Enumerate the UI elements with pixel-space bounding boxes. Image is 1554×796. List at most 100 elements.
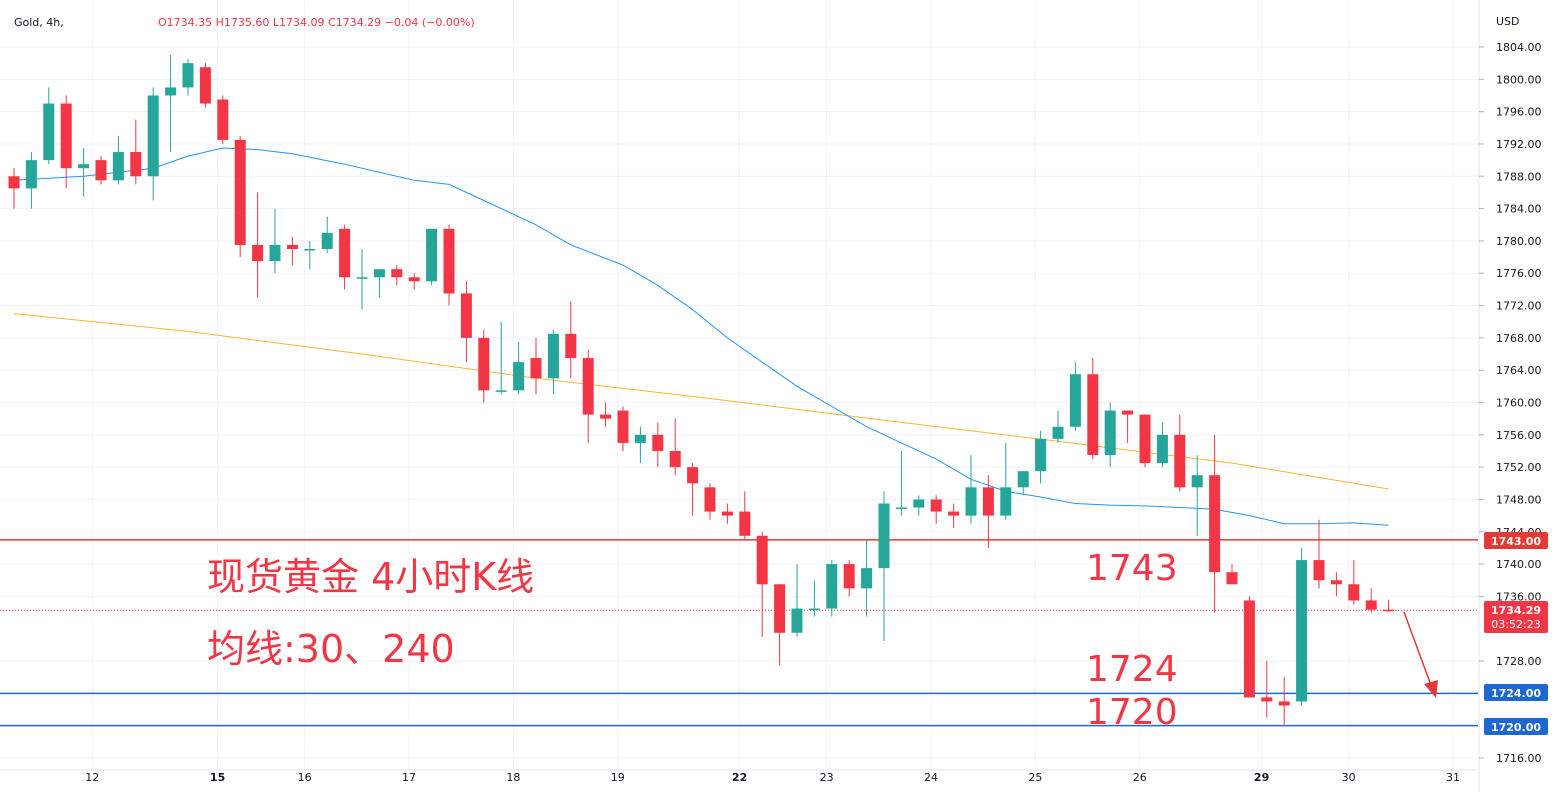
- candle: [112, 135, 124, 185]
- candle: [130, 119, 142, 185]
- candle: [252, 192, 264, 298]
- symbol-label: Gold, 4h,: [14, 16, 64, 29]
- candle-body: [1122, 410, 1134, 415]
- candle: [1087, 358, 1099, 460]
- candle-body: [408, 277, 420, 282]
- candle-body: [861, 568, 873, 589]
- candle: [530, 337, 542, 395]
- candle: [1000, 442, 1012, 520]
- candle-body: [495, 390, 507, 392]
- x-tick-label: 30: [1342, 771, 1356, 784]
- y-tick-label: 1788.00: [1496, 170, 1542, 183]
- candle: [565, 301, 577, 379]
- candle: [756, 531, 768, 637]
- candle-body: [913, 499, 925, 508]
- candle: [182, 59, 194, 96]
- candle-body: [1156, 434, 1168, 464]
- candle-countdown: 03:52:23: [1491, 618, 1540, 631]
- ohlc-readout: O1734.35 H1735.60 L1734.09 C1734.29 −0.0…: [158, 16, 475, 29]
- candle: [495, 321, 507, 395]
- candle-body: [1000, 487, 1012, 516]
- candle-body: [182, 63, 194, 88]
- candle: [826, 560, 838, 617]
- annotation-level-1743: 1743: [1086, 548, 1178, 589]
- candles: [8, 55, 1395, 726]
- candle: [321, 216, 333, 254]
- y-tick-label: 1776.00: [1496, 267, 1542, 280]
- ma240-line: [13, 313, 1389, 490]
- candle-body: [1348, 584, 1360, 601]
- candle-body: [269, 244, 281, 262]
- svg-text:1720.00: 1720.00: [1491, 721, 1541, 734]
- candle: [234, 135, 246, 258]
- candle-body: [321, 232, 333, 249]
- candle: [147, 87, 159, 201]
- x-tick-label: 31: [1446, 771, 1460, 784]
- candle: [948, 503, 960, 528]
- candle: [1017, 471, 1029, 496]
- candle: [1383, 599, 1395, 612]
- candle: [8, 168, 20, 209]
- candle-body: [1174, 434, 1186, 488]
- svg-text:1734.29: 1734.29: [1491, 604, 1541, 617]
- candle: [704, 483, 716, 520]
- candle: [982, 475, 994, 548]
- candle-body: [1278, 701, 1290, 706]
- candle: [600, 402, 612, 427]
- candle: [1243, 596, 1255, 698]
- currency-label: USD: [1496, 15, 1520, 28]
- candle: [878, 491, 890, 641]
- candle-body: [391, 269, 403, 278]
- candle: [460, 281, 472, 363]
- candle-body: [304, 248, 316, 251]
- y-tick-label: 1764.00: [1496, 364, 1542, 377]
- candle: [1278, 677, 1290, 726]
- candle-body: [1365, 600, 1377, 610]
- candle-body: [513, 362, 525, 391]
- y-tick-label: 1780.00: [1496, 235, 1542, 248]
- x-tick-label: 29: [1254, 771, 1269, 784]
- candle-body: [60, 103, 72, 169]
- candle: [669, 418, 681, 476]
- x-axis: 12 15 16 17 18 19 22 23 24 25 26 29 30 31: [0, 769, 1478, 784]
- candle-body: [878, 503, 890, 569]
- candle: [1069, 362, 1081, 431]
- candle: [739, 491, 751, 540]
- candle-body: [426, 228, 438, 282]
- ma30-line: [13, 147, 1389, 526]
- candle-body: [895, 507, 907, 510]
- candle: [513, 341, 525, 395]
- candle-body: [843, 564, 855, 589]
- candle-body: [78, 164, 90, 169]
- candle: [199, 63, 211, 108]
- svg-text:1743.00: 1743.00: [1491, 535, 1541, 548]
- candle-body: [1191, 475, 1203, 488]
- candle-body: [547, 333, 559, 379]
- candle: [217, 95, 229, 144]
- y-tick-label: 1772.00: [1496, 300, 1542, 313]
- candle: [408, 273, 420, 290]
- candle: [356, 248, 368, 310]
- candle: [1348, 560, 1360, 605]
- candle-body: [1104, 410, 1116, 456]
- candle-body: [252, 244, 264, 262]
- candle: [808, 580, 820, 617]
- x-tick-label: 26: [1133, 771, 1147, 784]
- candle-body: [965, 487, 977, 516]
- candle: [1226, 564, 1238, 585]
- y-tick-label: 1748.00: [1496, 493, 1542, 506]
- candle-body: [147, 95, 159, 177]
- annotation-ma-label: 均线:30、240: [207, 627, 455, 671]
- candle: [391, 265, 403, 286]
- candle-body: [634, 434, 646, 443]
- candle-body: [286, 244, 298, 249]
- candle-body: [217, 99, 229, 140]
- candle: [652, 422, 664, 468]
- candle-body: [982, 487, 994, 516]
- candle-body: [1139, 414, 1151, 464]
- candle: [1156, 422, 1168, 468]
- x-tick-label: 24: [924, 771, 938, 784]
- candle-body: [826, 564, 838, 609]
- candle: [478, 329, 490, 403]
